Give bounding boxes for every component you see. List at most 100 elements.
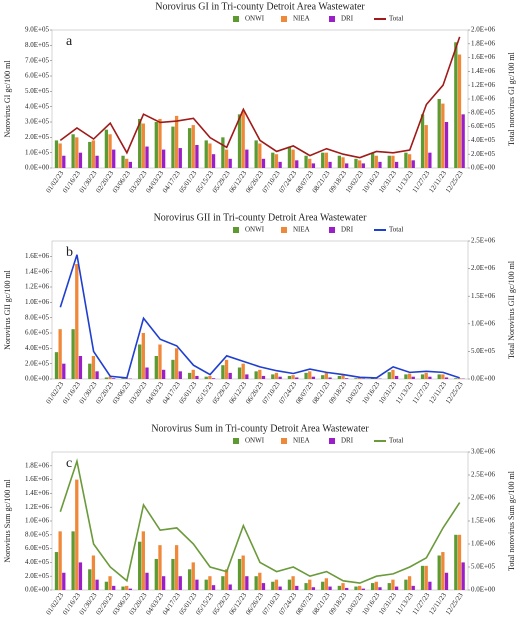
- y-tick-label: 1.0E+06: [25, 517, 49, 525]
- bar: [58, 143, 62, 168]
- bar: [361, 163, 365, 168]
- y-tick-label: 8.0E+05: [25, 530, 49, 538]
- bar: [171, 359, 175, 379]
- bar: [420, 114, 425, 168]
- bar: [308, 158, 312, 168]
- bar: [254, 140, 258, 168]
- bar: [208, 375, 212, 379]
- bar: [394, 586, 399, 590]
- bar: [444, 122, 449, 168]
- bar: [88, 569, 92, 590]
- bar: [407, 373, 412, 379]
- bar: [387, 372, 391, 379]
- panel-label: c: [66, 456, 72, 471]
- bar: [370, 378, 375, 379]
- y2-tick-label: 2.0E+06: [471, 26, 495, 34]
- bar: [387, 583, 391, 590]
- bar: [345, 378, 349, 379]
- bar: [391, 579, 395, 590]
- y-tick-label: 2.0E+05: [25, 572, 49, 580]
- y2-tick-label: 3.0E+06: [471, 448, 495, 456]
- bar: [411, 376, 415, 379]
- bar: [128, 588, 133, 590]
- bar: [424, 372, 428, 379]
- bar: [178, 576, 182, 590]
- bar: [258, 143, 262, 168]
- bar: [261, 375, 266, 379]
- legend-swatch: [281, 438, 287, 444]
- bar: [378, 587, 382, 590]
- bar: [171, 126, 175, 168]
- bar: [441, 103, 445, 168]
- bar: [271, 152, 275, 168]
- bar: [145, 146, 149, 168]
- y-tick-label: 2.0E+05: [25, 133, 49, 141]
- bar: [174, 348, 179, 379]
- bar: [278, 376, 282, 379]
- bar: [91, 140, 96, 168]
- bar: [91, 356, 96, 379]
- bar: [208, 143, 212, 168]
- y2-tick-label: 2.0E+06: [471, 264, 495, 272]
- legend-swatch: [329, 227, 335, 233]
- bar: [104, 129, 109, 168]
- y-tick-label: 1.0E+05: [25, 148, 49, 156]
- y-tick-label: 0.0E+00: [25, 164, 49, 172]
- bar: [161, 576, 166, 590]
- bar: [158, 545, 162, 590]
- x-tick-label: 12/25/23: [444, 591, 465, 616]
- legend-label: Total: [389, 437, 403, 445]
- chart-title: Norovirus Sum in Tri-county Detroit Area…: [151, 423, 369, 434]
- bar: [404, 579, 408, 590]
- bar: [62, 363, 66, 379]
- panel-label: a: [66, 34, 73, 49]
- bar: [121, 586, 125, 590]
- bar: [457, 378, 462, 379]
- bar: [287, 146, 292, 168]
- bar: [304, 155, 308, 168]
- bar: [345, 587, 349, 590]
- bar: [378, 161, 382, 168]
- bar: [95, 579, 99, 590]
- legend-swatch: [329, 16, 335, 22]
- bar: [141, 123, 145, 168]
- bar: [278, 161, 282, 168]
- bar: [387, 155, 391, 168]
- y-tick-label: 4.0E+05: [25, 558, 49, 566]
- y-axis-title: Norovirus GII gc/100 ml: [3, 269, 12, 350]
- y2-tick-label: 5.0E+05: [471, 347, 495, 355]
- bar: [337, 155, 342, 168]
- bar: [228, 158, 232, 168]
- bar: [71, 329, 75, 379]
- y-axis-title: Norovirus Sum gc/100 ml: [3, 479, 12, 563]
- bar: [374, 581, 378, 590]
- bar: [191, 369, 195, 379]
- bar: [224, 569, 229, 590]
- bar: [261, 158, 266, 168]
- bar: [407, 154, 412, 168]
- bar: [287, 579, 292, 590]
- y-tick-label: 1.4E+06: [25, 489, 49, 497]
- bar: [211, 378, 216, 379]
- bar: [354, 586, 358, 590]
- bar: [437, 555, 441, 590]
- y-tick-label: 3.0E+05: [25, 118, 49, 126]
- y2-tick-label: 1.5E+06: [471, 292, 495, 300]
- y2-tick-label: 2.5E+06: [471, 471, 495, 479]
- bar: [354, 158, 358, 168]
- legend-swatch: [233, 16, 239, 22]
- bar: [241, 111, 245, 168]
- legend-swatch: [233, 227, 239, 233]
- bar: [291, 576, 295, 590]
- bar: [221, 137, 225, 168]
- bar: [424, 125, 428, 168]
- bar: [204, 376, 208, 379]
- bar: [195, 579, 199, 590]
- bar: [391, 369, 395, 379]
- bar: [241, 555, 245, 590]
- bar: [394, 375, 399, 379]
- bar: [311, 376, 316, 379]
- bar: [224, 149, 229, 168]
- bar: [237, 114, 242, 168]
- bar: [404, 152, 408, 168]
